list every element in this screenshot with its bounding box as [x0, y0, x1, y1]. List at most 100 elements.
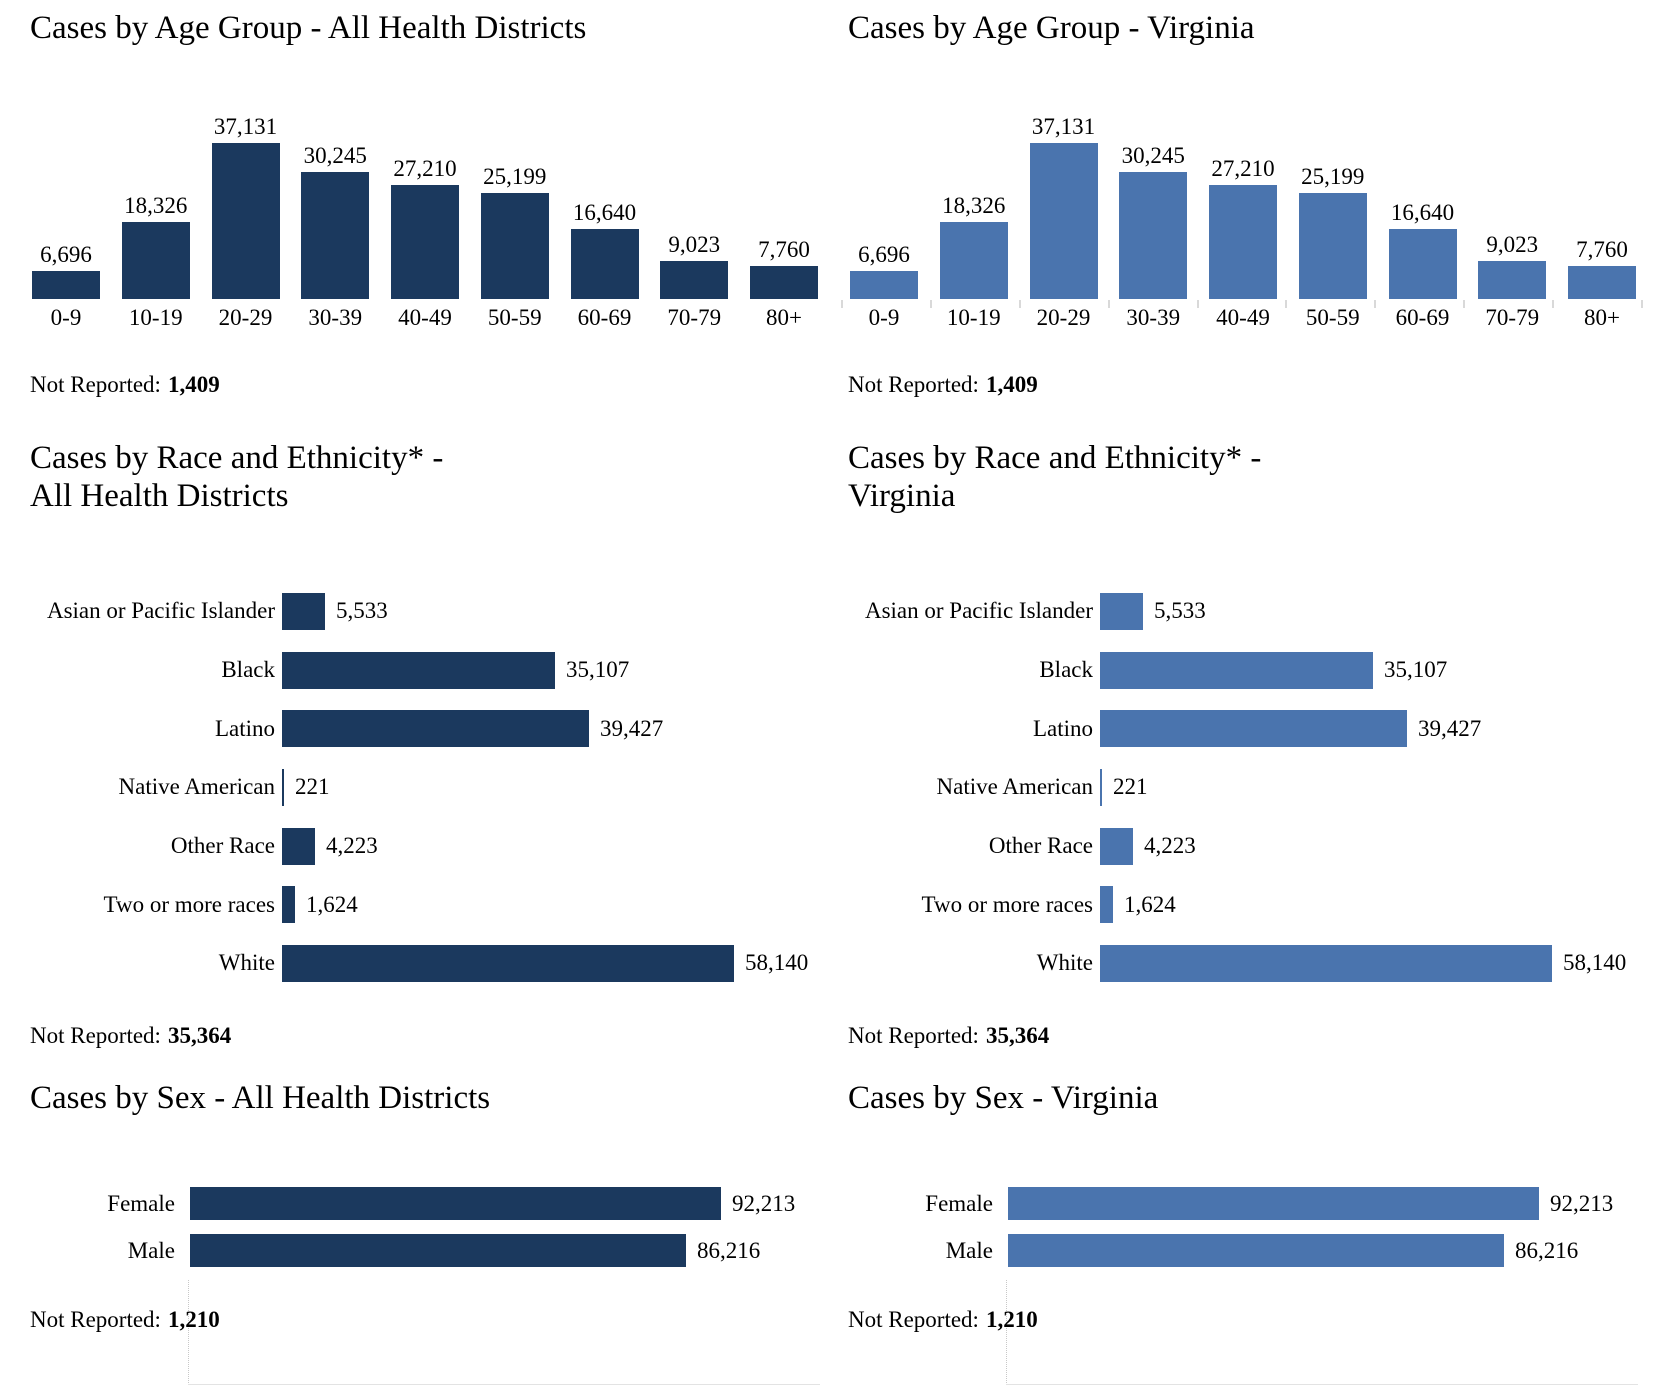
- bar-50-59[interactable]: [1298, 193, 1367, 299]
- age-bar-group: 25,199: [1298, 164, 1367, 299]
- bar-value-label: 30,245: [1121, 143, 1185, 168]
- chart-row: Asian or Pacific Islander 5,533: [30, 582, 820, 641]
- bar-10-19[interactable]: [121, 222, 190, 299]
- category-label: 70-79: [667, 305, 722, 330]
- chart-row: Native American 221: [30, 758, 820, 817]
- bar-10-19[interactable]: [939, 222, 1008, 299]
- age-bar-group: 18,326: [939, 193, 1008, 299]
- bar-native-american[interactable]: [282, 768, 284, 806]
- category-label: 20-29: [218, 305, 273, 330]
- bar-0-9[interactable]: [32, 271, 100, 299]
- bar-60-69[interactable]: [1388, 229, 1457, 299]
- category-label: 40-49: [1216, 305, 1270, 330]
- bar-value-label: 16,640: [1390, 200, 1455, 225]
- chart-title-age-all-districts: Cases by Age Group - All Health District…: [30, 10, 587, 46]
- bar-20-29[interactable]: [1029, 143, 1098, 299]
- category-label: 10-19: [946, 305, 1001, 330]
- bar-value-label: 1,624: [306, 891, 358, 917]
- age-bar-group: 9,023: [1478, 232, 1547, 299]
- not-reported-race-virginia: Not Reported: 35,364: [848, 1023, 1049, 1049]
- bar-value-label: 86,216: [697, 1237, 761, 1263]
- bar-70-79[interactable]: [1478, 261, 1547, 299]
- bar-female[interactable]: [1008, 1187, 1539, 1221]
- bar-value-label: 221: [1113, 774, 1148, 800]
- category-label: 30-39: [308, 305, 363, 330]
- bar-value-label: 7,760: [758, 237, 810, 262]
- bar-70-79[interactable]: [660, 261, 729, 299]
- category-label: Native American: [936, 774, 1093, 800]
- bar-value-label: 5,533: [1154, 598, 1206, 624]
- bar-other-race[interactable]: [282, 827, 315, 865]
- bar-30-39[interactable]: [1119, 172, 1188, 299]
- bar-female[interactable]: [190, 1187, 721, 1221]
- category-label: 80+: [766, 305, 802, 330]
- category-label: 0-9: [50, 305, 82, 330]
- bar-40-49[interactable]: [391, 185, 459, 299]
- category-label: Native American: [118, 774, 275, 800]
- bar-asian-or-pacific-islander[interactable]: [1100, 592, 1143, 630]
- bar-80+[interactable]: [750, 266, 818, 299]
- not-reported-label: Not Reported:: [848, 1023, 979, 1048]
- bar-value-label: 37,131: [1031, 114, 1096, 139]
- category-label: Other Race: [988, 833, 1093, 859]
- bar-20-29[interactable]: [211, 143, 280, 299]
- category-label: Latino: [214, 715, 275, 741]
- panel-sex-all-districts: Cases by Sex - All Health Districts Fema…: [30, 1072, 820, 1385]
- chart-row: White 58,140: [848, 934, 1638, 993]
- bar-60-69[interactable]: [570, 229, 639, 299]
- bar-black[interactable]: [282, 651, 555, 689]
- category-label: Female: [107, 1190, 175, 1216]
- bar-white[interactable]: [1100, 944, 1552, 982]
- bar-value-label: 39,427: [1418, 715, 1482, 741]
- bar-value-label: 6,696: [40, 242, 92, 267]
- chart-title-age-virginia: Cases by Age Group - Virginia: [848, 10, 1255, 46]
- bar-black[interactable]: [1100, 651, 1373, 689]
- axis-tick: [1374, 300, 1377, 308]
- not-reported-value: 35,364: [985, 1023, 1050, 1048]
- category-label: 30-39: [1126, 305, 1181, 330]
- bar-white[interactable]: [282, 944, 734, 982]
- chart-title-sex-virginia: Cases by Sex - Virginia: [848, 1080, 1159, 1116]
- bar-latino[interactable]: [1100, 710, 1407, 748]
- bar-value-label: 27,210: [393, 156, 457, 181]
- chart-row: Asian or Pacific Islander 5,533: [848, 582, 1638, 641]
- bar-value-label: 25,199: [1301, 164, 1365, 189]
- not-reported-value: 1,210: [167, 1307, 220, 1332]
- bar-two-or-more-races[interactable]: [282, 886, 295, 924]
- category-label: Two or more races: [921, 891, 1093, 917]
- bar-30-39[interactable]: [301, 172, 370, 299]
- bar-two-or-more-races[interactable]: [1100, 886, 1113, 924]
- age-bar-group: 30,245: [301, 143, 370, 299]
- bar-latino[interactable]: [282, 710, 589, 748]
- age-bar-group: 7,760: [1568, 237, 1636, 299]
- bar-0-9[interactable]: [850, 271, 918, 299]
- age-plot-area: 6,696 18,326 37,131 30,245 27,210 25,199 16,64…: [32, 114, 818, 299]
- axis-tick: [1018, 300, 1021, 308]
- age-bar-group: 27,210: [1209, 156, 1277, 299]
- bar-value-label: 27,210: [1211, 156, 1275, 181]
- bar-40-49[interactable]: [1209, 185, 1277, 299]
- chart-row: Male 86,216: [848, 1227, 1638, 1274]
- axis-tick: [1107, 300, 1110, 308]
- bar-native-american[interactable]: [1100, 768, 1102, 806]
- bar-male[interactable]: [190, 1234, 686, 1268]
- bar-50-59[interactable]: [480, 193, 549, 299]
- chart-row: Black 35,107: [30, 641, 820, 700]
- chart-row: Latino 39,427: [848, 699, 1638, 758]
- not-reported-age-virginia: Not Reported: 1,409: [848, 372, 1038, 398]
- race-plot-area: Asian or Pacific Islander 5,533 Black 35,10…: [848, 582, 1638, 993]
- category-label: Black: [221, 657, 275, 683]
- bar-80+[interactable]: [1568, 266, 1636, 299]
- bar-value-label: 221: [295, 774, 330, 800]
- bar-value-label: 18,326: [124, 193, 188, 218]
- bar-value-label: 35,107: [1384, 657, 1448, 683]
- not-reported-sex-virginia: Not Reported: 1,210: [848, 1307, 1038, 1333]
- bar-asian-or-pacific-islander[interactable]: [282, 592, 325, 630]
- bar-value-label: 37,131: [213, 114, 278, 139]
- age-bar-group: 6,696: [850, 242, 918, 299]
- sex-plot-area: Female 92,213 Male 86,216: [848, 1180, 1638, 1385]
- category-label: 10-19: [128, 305, 183, 330]
- bar-other-race[interactable]: [1100, 827, 1133, 865]
- bar-male[interactable]: [1008, 1234, 1504, 1268]
- not-reported-label: Not Reported:: [848, 1307, 979, 1332]
